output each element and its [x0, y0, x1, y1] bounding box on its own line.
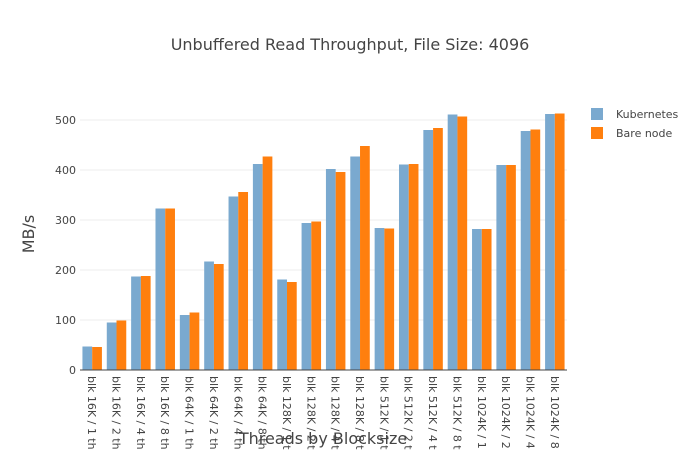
bar-kubernetes	[155, 208, 166, 370]
bar-kubernetes	[325, 169, 336, 370]
bar-kubernetes	[179, 315, 190, 370]
bar-kubernetes	[350, 156, 361, 370]
bar-bare-node	[140, 276, 151, 370]
x-tick-label: blk 512K / 8 t	[450, 376, 463, 450]
bar-bare-node	[238, 192, 249, 370]
grid-lines	[80, 119, 567, 321]
bar-bare-node	[311, 221, 322, 370]
x-tick-label: blk 16K / 4 th	[134, 376, 147, 450]
bar-kubernetes	[496, 165, 507, 370]
bar-bare-node	[384, 228, 395, 370]
y-axis-title: MB/s	[19, 215, 38, 254]
bar-bare-node	[530, 129, 541, 370]
y-axis-ticks: 0 100 200 300 400 500	[55, 114, 76, 377]
bar-kubernetes	[82, 346, 93, 370]
bar-bare-node	[481, 229, 492, 370]
x-tick-label: blk 64K / 8 th	[256, 376, 269, 450]
legend-swatch	[591, 127, 603, 139]
legend-label: Kubernetes	[616, 108, 679, 121]
x-tick-label: blk 64K / 4 th	[231, 376, 244, 450]
bar-bare-node	[433, 128, 443, 370]
bar-kubernetes	[301, 223, 312, 370]
x-tick-label: blk 128K / 8 t	[353, 376, 366, 450]
x-tick-label: blk 16K / 1 th	[85, 376, 98, 450]
bars	[82, 113, 565, 370]
x-tick-label: blk 64K / 2 th	[207, 376, 220, 450]
bar-bare-node	[262, 156, 273, 370]
legend-label: Bare node	[616, 127, 673, 140]
x-tick-label: blk 64K / 1 th	[183, 376, 196, 450]
x-tick-label: blk 128K / 1 t	[280, 376, 293, 450]
x-tick-label: blk 1024K / 2	[499, 376, 512, 449]
x-tick-label: blk 16K / 8 th	[158, 376, 171, 450]
bar-bare-node	[457, 116, 468, 370]
legend: Kubernetes Bare node	[591, 108, 679, 140]
bar-bare-node	[554, 113, 565, 370]
y-tick-label: 500	[55, 114, 76, 127]
bar-bare-node	[506, 165, 516, 370]
bar-kubernetes	[204, 261, 214, 370]
bar-bare-node	[189, 312, 200, 370]
bar-kubernetes	[423, 130, 434, 370]
y-tick-label: 0	[69, 364, 76, 377]
bar-kubernetes	[545, 114, 555, 370]
bar-kubernetes	[520, 131, 531, 370]
bar-kubernetes	[447, 114, 458, 370]
y-tick-label: 400	[55, 164, 76, 177]
bar-bare-node	[408, 164, 419, 370]
x-tick-label: blk 512K / 2 t	[402, 376, 415, 450]
x-tick-label: blk 512K / 4 t	[426, 376, 439, 450]
bar-bare-node	[165, 208, 175, 370]
x-axis-ticks: blk 16K / 1 th blk 16K / 2 th blk 16K / 4 …	[85, 376, 561, 450]
y-tick-label: 200	[55, 264, 76, 277]
x-tick-label: blk 128K / 2 t	[304, 376, 317, 450]
bar-bare-node	[213, 264, 224, 370]
bar-bare-node	[335, 172, 346, 370]
bar-bare-node	[92, 347, 102, 370]
bar-kubernetes	[472, 229, 482, 370]
chart-title: Unbuffered Read Throughput, File Size: 4…	[171, 35, 530, 54]
bar-bare-node	[286, 282, 297, 370]
bar-kubernetes	[131, 276, 141, 370]
x-tick-label: blk 1024K / 4	[523, 376, 536, 449]
bar-kubernetes	[398, 164, 409, 370]
legend-swatch	[591, 108, 603, 120]
bar-kubernetes	[374, 228, 385, 370]
bar-kubernetes	[228, 196, 239, 370]
x-tick-label: blk 1024K / 1	[475, 376, 488, 449]
bar-kubernetes	[252, 164, 263, 370]
y-tick-label: 300	[55, 214, 76, 227]
x-tick-label: blk 1024K / 8	[548, 376, 561, 449]
x-axis-title: Threads by Blocksize	[238, 429, 407, 448]
bar-kubernetes	[277, 279, 287, 370]
x-tick-label: blk 128K / 4 t	[329, 376, 342, 450]
x-tick-label: blk 512K / 1 t	[377, 376, 390, 450]
y-tick-label: 100	[55, 314, 76, 327]
bar-kubernetes	[106, 322, 117, 370]
bar-bare-node	[116, 320, 127, 370]
x-tick-label: blk 16K / 2 th	[110, 376, 123, 450]
bar-bare-node	[360, 146, 370, 370]
